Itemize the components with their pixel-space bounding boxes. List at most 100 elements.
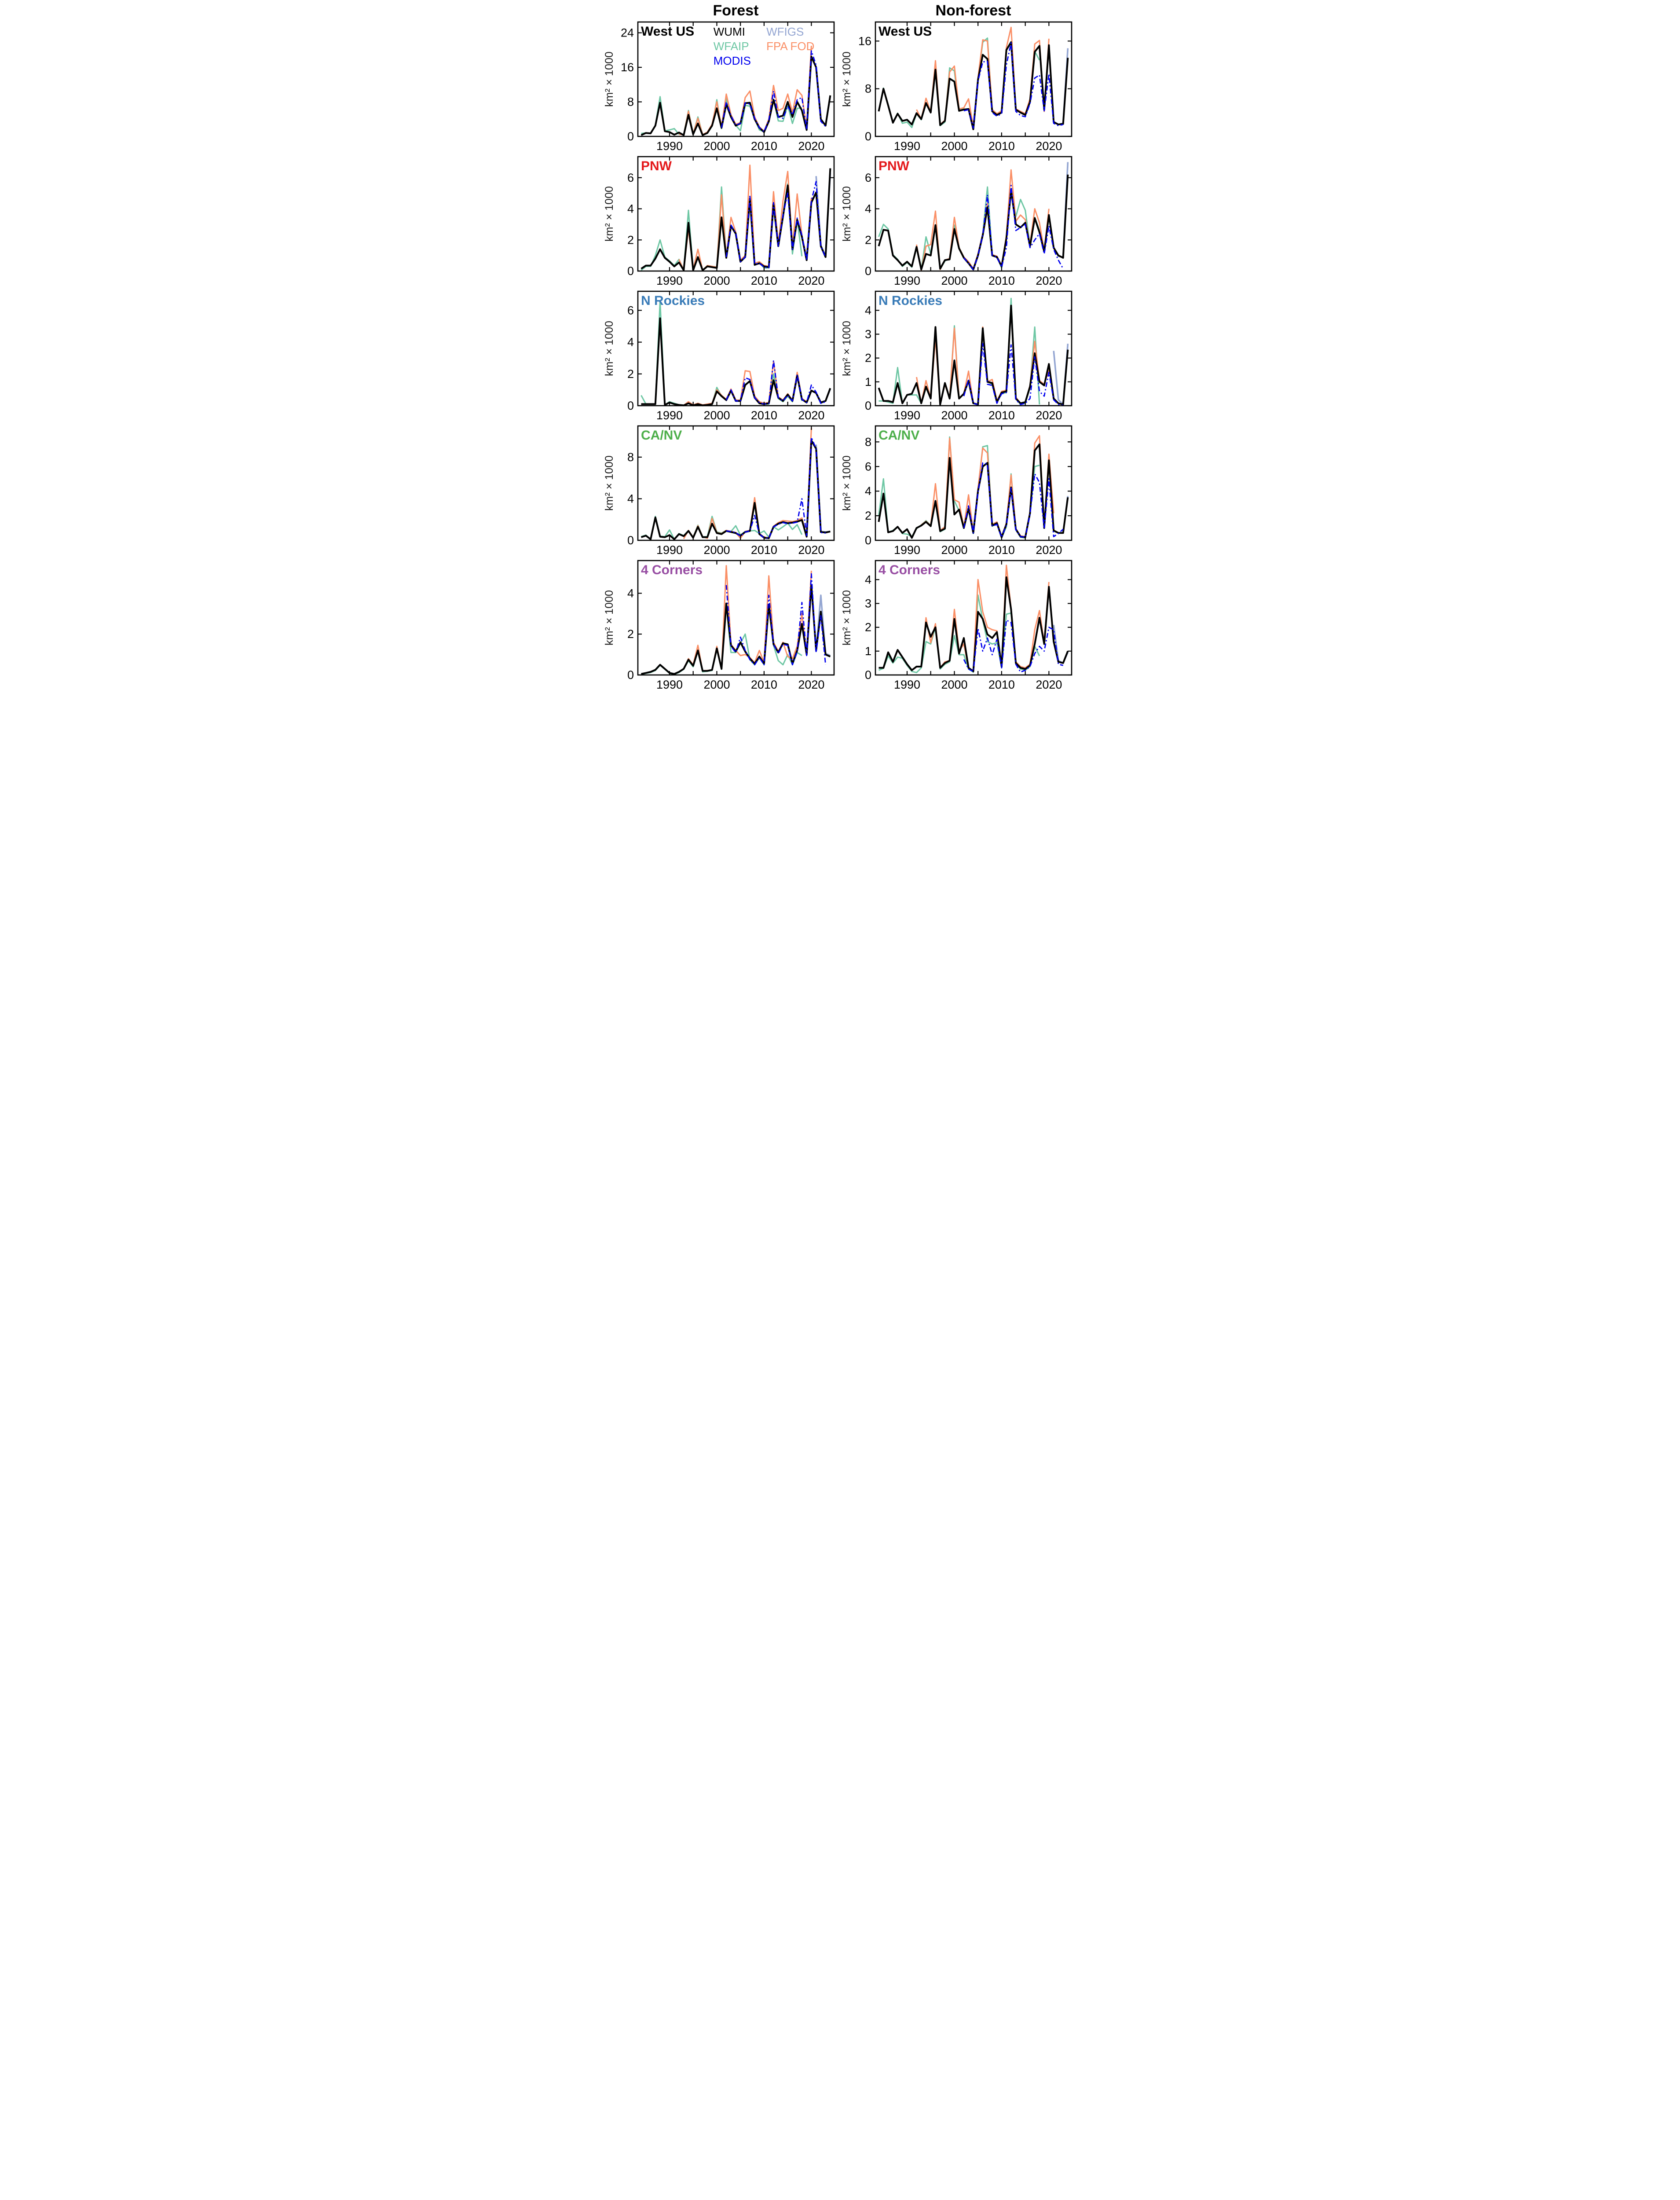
svg-text:2010: 2010 <box>988 678 1014 691</box>
svg-text:2020: 2020 <box>798 678 824 691</box>
panel-4-corners-non-forest: 199020002010202001234km² × 10004 Corners <box>840 558 1078 693</box>
svg-text:1: 1 <box>864 375 871 389</box>
svg-text:2000: 2000 <box>941 274 967 287</box>
svg-text:6: 6 <box>864 171 871 184</box>
svg-text:1990: 1990 <box>893 274 920 287</box>
svg-text:West US: West US <box>878 24 932 39</box>
svg-text:4: 4 <box>864 484 871 498</box>
four-corners-non-forest-chart: 199020002010202001234km² × 10004 Corners <box>840 558 1078 693</box>
svg-text:0: 0 <box>627 534 633 547</box>
svg-text:8: 8 <box>864 82 871 95</box>
svg-text:16: 16 <box>620 61 633 74</box>
svg-text:N Rockies: N Rockies <box>878 293 942 308</box>
svg-text:WFIGS: WFIGS <box>766 25 804 38</box>
west-us-forest-chart: 1990200020102020081624km² × 1000West USW… <box>603 19 840 154</box>
svg-text:km² × 1000: km² × 1000 <box>603 51 615 107</box>
panel-pnw-forest: 19902000201020200246km² × 1000PNW <box>603 154 840 289</box>
svg-text:6: 6 <box>864 460 871 473</box>
svg-text:CA/NV: CA/NV <box>641 428 682 443</box>
svg-text:2000: 2000 <box>941 543 967 557</box>
panel-ca-nv-non-forest: 199020002010202002468km² × 1000CA/NV <box>840 423 1078 558</box>
svg-text:0: 0 <box>864 264 871 278</box>
svg-text:2010: 2010 <box>750 678 777 691</box>
svg-text:2000: 2000 <box>703 139 730 153</box>
svg-text:4 Corners: 4 Corners <box>878 563 940 577</box>
svg-text:4: 4 <box>627 336 633 349</box>
west-us-non-forest-chart: 19902000201020200816km² × 1000West US <box>840 19 1078 154</box>
svg-text:2000: 2000 <box>941 409 967 422</box>
panel-west-us-forest: 1990200020102020081624km² × 1000West USW… <box>603 19 840 154</box>
panel-n-rockies-forest: 19902000201020200246km² × 1000N Rockies <box>603 289 840 423</box>
svg-text:2: 2 <box>864 352 871 365</box>
svg-text:FPA FOD: FPA FOD <box>766 40 814 53</box>
svg-text:24: 24 <box>620 26 633 40</box>
svg-text:2000: 2000 <box>941 139 967 153</box>
svg-text:0: 0 <box>864 399 871 412</box>
svg-text:2020: 2020 <box>1036 274 1062 287</box>
svg-text:1990: 1990 <box>893 409 920 422</box>
n-rockies-non-forest-chart: 199020002010202001234km² × 1000N Rockies <box>840 289 1078 423</box>
svg-text:2010: 2010 <box>988 409 1014 422</box>
svg-text:km² × 1000: km² × 1000 <box>603 455 615 511</box>
svg-text:1990: 1990 <box>893 543 920 557</box>
svg-text:8: 8 <box>627 95 633 109</box>
svg-text:2000: 2000 <box>941 678 967 691</box>
svg-text:km² × 1000: km² × 1000 <box>841 455 853 511</box>
svg-text:PNW: PNW <box>641 159 672 173</box>
svg-text:2020: 2020 <box>1036 678 1062 691</box>
svg-text:1990: 1990 <box>893 678 920 691</box>
svg-text:8: 8 <box>627 451 633 464</box>
svg-text:2010: 2010 <box>750 139 777 153</box>
svg-text:2: 2 <box>864 509 871 522</box>
svg-text:2020: 2020 <box>1036 139 1062 153</box>
svg-text:3: 3 <box>864 328 871 341</box>
svg-text:km² × 1000: km² × 1000 <box>841 186 853 242</box>
svg-text:km² × 1000: km² × 1000 <box>603 321 615 376</box>
svg-text:2010: 2010 <box>988 274 1014 287</box>
svg-text:0: 0 <box>627 130 633 143</box>
svg-text:4: 4 <box>627 202 633 216</box>
svg-text:2000: 2000 <box>703 543 730 557</box>
svg-text:2020: 2020 <box>1036 543 1062 557</box>
svg-text:West US: West US <box>641 24 694 39</box>
svg-text:0: 0 <box>864 130 871 143</box>
svg-text:2000: 2000 <box>703 409 730 422</box>
svg-text:4: 4 <box>864 304 871 317</box>
svg-text:1990: 1990 <box>656 274 682 287</box>
svg-text:km² × 1000: km² × 1000 <box>603 590 615 645</box>
svg-text:2010: 2010 <box>750 274 777 287</box>
svg-text:2010: 2010 <box>750 409 777 422</box>
svg-text:1990: 1990 <box>656 678 682 691</box>
four-corners-forest-chart: 1990200020102020024km² × 10004 Corners <box>603 558 840 693</box>
svg-text:km² × 1000: km² × 1000 <box>603 186 615 242</box>
svg-text:8: 8 <box>864 435 871 448</box>
panel-grid: 1990200020102020081624km² × 1000West USW… <box>603 19 1078 693</box>
n-rockies-forest-chart: 19902000201020200246km² × 1000N Rockies <box>603 289 840 423</box>
ca-nv-non-forest-chart: 199020002010202002468km² × 1000CA/NV <box>840 423 1078 558</box>
svg-text:2010: 2010 <box>988 543 1014 557</box>
column-titles: Forest Non-forest <box>603 0 1078 19</box>
svg-text:WUMI: WUMI <box>713 25 745 38</box>
pnw-forest-chart: 19902000201020200246km² × 1000PNW <box>603 154 840 289</box>
svg-text:N Rockies: N Rockies <box>641 293 705 308</box>
svg-text:1990: 1990 <box>656 139 682 153</box>
svg-text:6: 6 <box>627 304 633 317</box>
svg-text:0: 0 <box>627 668 633 682</box>
svg-text:4: 4 <box>627 587 633 600</box>
svg-text:0: 0 <box>627 264 633 278</box>
panel-4-corners-forest: 1990200020102020024km² × 10004 Corners <box>603 558 840 693</box>
svg-text:0: 0 <box>627 399 633 412</box>
svg-text:4: 4 <box>864 202 871 216</box>
svg-text:2020: 2020 <box>798 543 824 557</box>
svg-text:km² × 1000: km² × 1000 <box>841 590 853 645</box>
svg-text:2: 2 <box>627 233 633 246</box>
panel-west-us-non-forest: 19902000201020200816km² × 1000West US <box>840 19 1078 154</box>
burned-area-figure: Forest Non-forest 1990200020102020081624… <box>603 0 1078 694</box>
svg-text:1990: 1990 <box>656 543 682 557</box>
svg-text:0: 0 <box>864 534 871 547</box>
svg-text:1990: 1990 <box>893 139 920 153</box>
svg-text:2020: 2020 <box>798 274 824 287</box>
svg-text:2: 2 <box>864 233 871 246</box>
panel-ca-nv-forest: 1990200020102020048km² × 1000CA/NV <box>603 423 840 558</box>
svg-text:2010: 2010 <box>988 139 1014 153</box>
